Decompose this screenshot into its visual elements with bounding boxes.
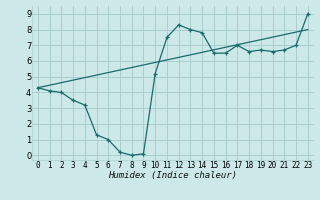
X-axis label: Humidex (Indice chaleur): Humidex (Indice chaleur) [108, 171, 237, 180]
